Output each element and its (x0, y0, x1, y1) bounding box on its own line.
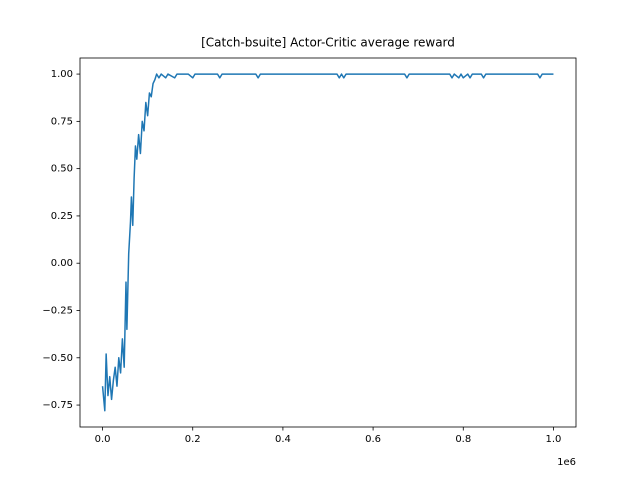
plot-frame (79, 57, 577, 428)
line (101, 73, 554, 412)
y-tick-label: −0.75 (42, 400, 73, 411)
y-tick-label: 0.50 (51, 164, 73, 175)
y-tick-label: −0.25 (42, 305, 73, 316)
chart-title: [Catch-bsuite] Actor-Critic average rewa… (201, 36, 455, 50)
y-tick-label: 0.00 (51, 258, 73, 269)
x-tick-label: 0.4 (275, 434, 291, 445)
y-tick-label: −0.50 (42, 353, 73, 364)
x-tick-label: 1.0 (546, 434, 562, 445)
x-tick-label: 0.0 (95, 434, 111, 445)
x-tick-label: 0.6 (365, 434, 381, 445)
x-tick-label: 0.8 (455, 434, 471, 445)
y-tick-label: 1.00 (51, 69, 73, 80)
y-tick-label: 0.75 (51, 116, 73, 127)
y-tick-label: 0.25 (51, 211, 73, 222)
x-tick-label: 0.2 (185, 434, 201, 445)
x-offset-label: 1e6 (557, 457, 576, 468)
